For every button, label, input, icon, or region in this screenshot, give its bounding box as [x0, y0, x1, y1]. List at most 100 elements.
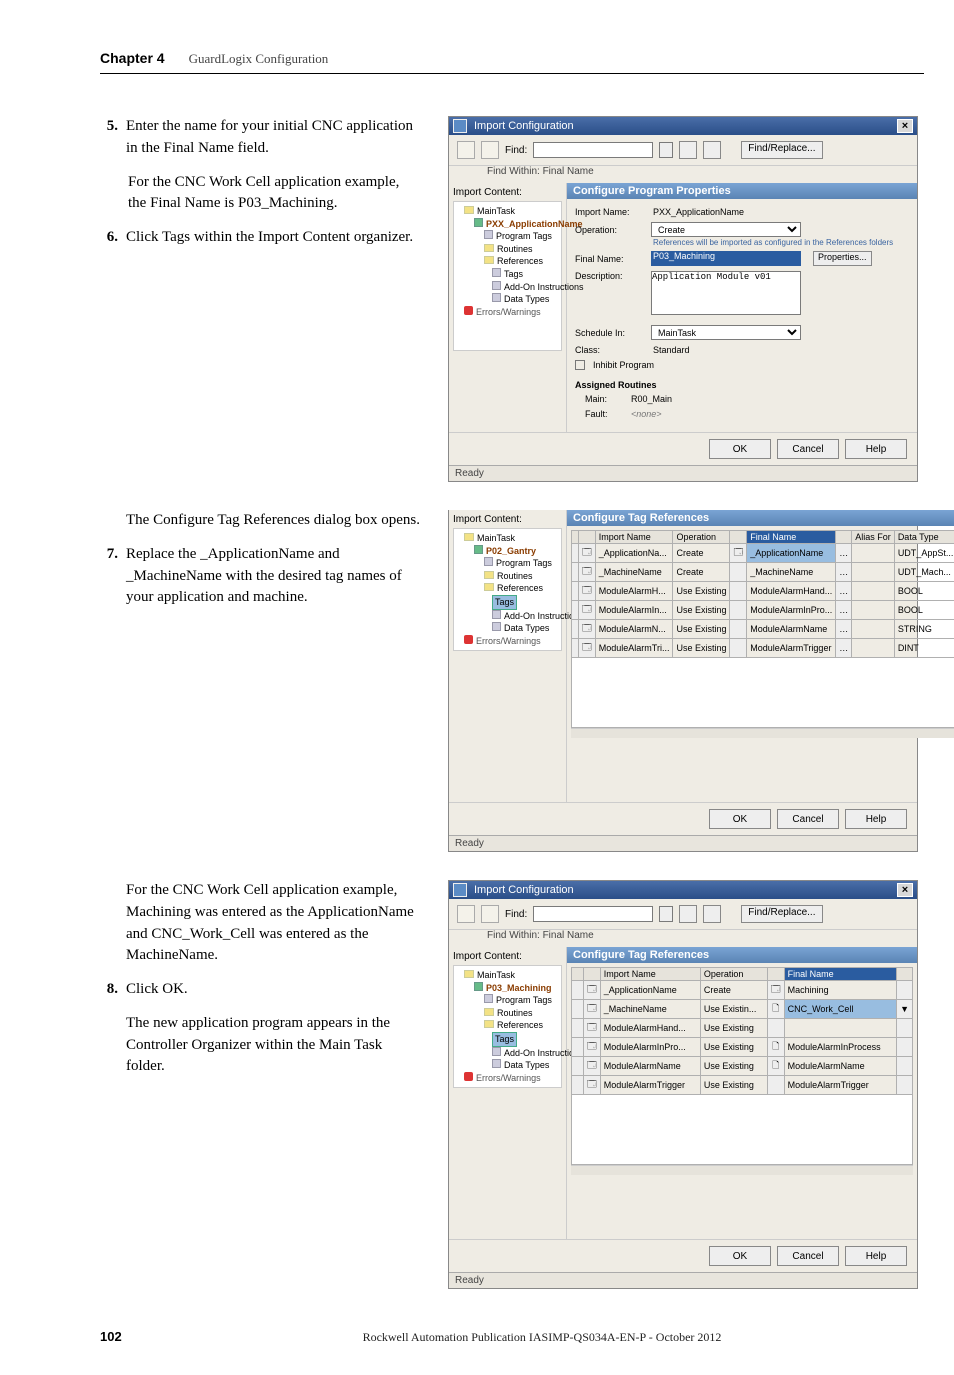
- tag-references-table[interactable]: Import Name Operation Final Name 🗔_Appli…: [571, 967, 913, 1095]
- import-config-dialog-2: Import Configuration × Find: Find/Replac…: [448, 880, 918, 1289]
- tree-label: Import Content:: [453, 514, 562, 525]
- tag-references-dialog-1: Import Content: MainTask P02_Gantry Prog…: [448, 510, 918, 852]
- col-operation: Operation: [700, 968, 767, 981]
- close-icon[interactable]: ×: [897, 119, 913, 133]
- schedule-label: Schedule In:: [575, 328, 647, 338]
- folder-icon: [464, 970, 474, 978]
- table-row: 🗔_MachineNameUse Existin...🗋CNC_Work_Cel…: [572, 1000, 913, 1019]
- col-datatype: Data Type: [894, 531, 954, 544]
- tags-icon: [484, 230, 493, 239]
- table-row: 🗔ModuleAlarmH...Use ExistingModuleAlarmH…: [572, 582, 954, 601]
- table-row: 🗔ModuleAlarmTriggerUse ExistingModuleAla…: [572, 1076, 913, 1095]
- ok-button[interactable]: OK: [709, 809, 771, 829]
- import-content-tree[interactable]: MainTask P02_Gantry Program Tags Routine…: [453, 528, 562, 651]
- find-a2-button[interactable]: [703, 141, 721, 159]
- horizontal-scrollbar[interactable]: [571, 728, 954, 738]
- import-content-tree[interactable]: MainTask PXX_ApplicationName Program Tag…: [453, 201, 562, 351]
- close-icon[interactable]: ×: [897, 883, 913, 897]
- ok-button[interactable]: OK: [709, 439, 771, 459]
- fault-routine-value: <none>: [629, 409, 664, 419]
- table-row: 🗔_MachineNameCreate_MachineName…UDT_Mach…: [572, 563, 954, 582]
- tag-references-table[interactable]: Import Name Operation Final Name Alias F…: [571, 530, 954, 658]
- properties-button[interactable]: Properties...: [813, 251, 872, 266]
- class-label: Class:: [575, 345, 647, 355]
- step-5-sub: For the CNC Work Cell application exampl…: [100, 172, 420, 216]
- cancel-button[interactable]: Cancel: [777, 439, 839, 459]
- col-final: Final Name: [784, 968, 897, 981]
- aoi-icon: [492, 610, 501, 619]
- class-value: Standard: [651, 345, 692, 355]
- table-row: 🗔ModuleAlarmNameUse Existing🗋ModuleAlarm…: [572, 1057, 913, 1076]
- program-icon: [474, 218, 483, 227]
- folder-icon: [484, 571, 494, 579]
- dialog-title: Import Configuration: [472, 884, 897, 896]
- find-next-button[interactable]: [481, 905, 499, 923]
- find-input[interactable]: [533, 906, 653, 922]
- cancel-button[interactable]: Cancel: [777, 809, 839, 829]
- table-row: 🗔ModuleAlarmInPro...Use Existing🗋ModuleA…: [572, 1038, 913, 1057]
- datatype-icon: [492, 622, 501, 631]
- tree-label: Import Content:: [453, 951, 562, 962]
- tags-tree-item-selected[interactable]: Tags: [492, 595, 517, 610]
- schedule-select[interactable]: MainTask: [651, 325, 801, 340]
- chapter-number: Chapter 4: [100, 50, 165, 66]
- find-a1-button[interactable]: [679, 141, 697, 159]
- col-alias: Alias For: [852, 531, 895, 544]
- operation-select[interactable]: Create: [651, 222, 801, 237]
- step-6-text: Click Tags within the Import Content org…: [126, 227, 413, 249]
- program-icon: [474, 982, 483, 991]
- info-tip: References will be imported as configure…: [575, 238, 909, 247]
- find-dropdown-button[interactable]: [659, 142, 673, 158]
- find-input[interactable]: [533, 142, 653, 158]
- tree-label: Import Content:: [453, 187, 562, 198]
- final-name-label: Final Name:: [575, 254, 647, 264]
- inhibit-checkbox[interactable]: [575, 360, 585, 370]
- find-replace-button[interactable]: Find/Replace...: [741, 141, 822, 159]
- find-dropdown-button[interactable]: [659, 906, 673, 922]
- help-button[interactable]: Help: [845, 809, 907, 829]
- step-5-text: Enter the name for your initial CNC appl…: [126, 116, 420, 160]
- main-routine-value: R00_Main: [629, 394, 674, 404]
- find-replace-button[interactable]: Find/Replace...: [741, 905, 822, 923]
- help-button[interactable]: Help: [845, 439, 907, 459]
- description-label: Description:: [575, 271, 647, 281]
- find-a2-button[interactable]: [703, 905, 721, 923]
- tags-icon: [484, 557, 493, 566]
- dialog-opens-text: The Configure Tag References dialog box …: [126, 510, 420, 532]
- final-name-input[interactable]: P03_Machining: [651, 251, 801, 266]
- horizontal-scrollbar[interactable]: [571, 1165, 913, 1175]
- error-icon: [464, 635, 473, 644]
- col-operation: Operation: [673, 531, 730, 544]
- table-row: 🗔_ApplicationNameCreate🗔Machining: [572, 981, 913, 1000]
- table-row: 🗔ModuleAlarmTri...Use ExistingModuleAlar…: [572, 639, 954, 658]
- folder-icon: [484, 256, 494, 264]
- find-prev-button[interactable]: [457, 905, 475, 923]
- cancel-button[interactable]: Cancel: [777, 1246, 839, 1266]
- dialog-titlebar: Import Configuration ×: [449, 881, 917, 899]
- find-within-label: Find Within: Final Name: [449, 930, 917, 947]
- import-content-tree[interactable]: MainTask P03_Machining Program Tags Rout…: [453, 965, 562, 1088]
- find-prev-button[interactable]: [457, 141, 475, 159]
- pane-header: Configure Tag References: [567, 947, 917, 963]
- find-label: Find:: [505, 909, 527, 920]
- datatype-icon: [492, 1059, 501, 1068]
- folder-icon: [464, 206, 474, 214]
- step-5-number: 5.: [100, 116, 118, 160]
- aoi-icon: [492, 1047, 501, 1056]
- fault-routine-label: Fault:: [575, 409, 625, 419]
- dialog-titlebar: Import Configuration ×: [449, 117, 917, 135]
- aoi-icon: [492, 281, 501, 290]
- status-bar: Ready: [449, 1272, 917, 1288]
- find-next-button[interactable]: [481, 141, 499, 159]
- tags-tree-item-selected[interactable]: Tags: [492, 1032, 517, 1047]
- col-final: Final Name: [747, 531, 836, 544]
- find-a1-button[interactable]: [679, 905, 697, 923]
- help-button[interactable]: Help: [845, 1246, 907, 1266]
- ok-button[interactable]: OK: [709, 1246, 771, 1266]
- col-import: Import Name: [600, 968, 700, 981]
- error-icon: [464, 1072, 473, 1081]
- step-8-number: 8.: [100, 979, 118, 1001]
- datatype-icon: [492, 293, 501, 302]
- description-input[interactable]: Application Module v01: [651, 271, 801, 315]
- folder-icon: [464, 533, 474, 541]
